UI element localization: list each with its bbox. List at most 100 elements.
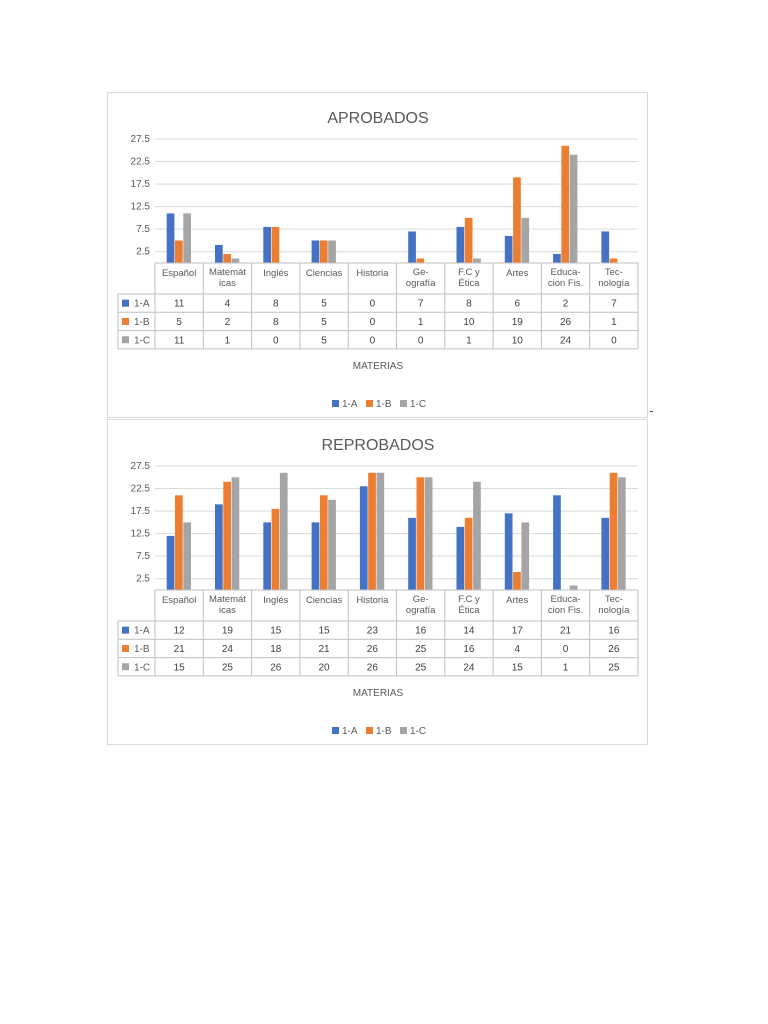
data-table-value: 15 bbox=[270, 626, 282, 637]
bar bbox=[504, 235, 513, 263]
data-table-value: 8 bbox=[273, 317, 279, 328]
data-table-value: 25 bbox=[415, 662, 427, 673]
y-tick-label: 12.5 bbox=[131, 529, 151, 540]
category-label: Matemát bbox=[209, 267, 246, 278]
series-row-label: 1-A bbox=[134, 626, 150, 637]
category-label: Ética bbox=[458, 605, 480, 616]
data-table-value: 26 bbox=[367, 644, 379, 655]
bar bbox=[263, 226, 271, 263]
bar bbox=[311, 522, 320, 590]
category-label: Español bbox=[162, 268, 196, 279]
bar bbox=[553, 253, 561, 263]
data-table-value: 14 bbox=[463, 626, 475, 637]
series-row-label: 1-C bbox=[134, 335, 150, 346]
bar bbox=[223, 481, 231, 590]
data-table-value: 2 bbox=[563, 299, 569, 310]
bar bbox=[368, 472, 376, 590]
y-tick-label: 22.5 bbox=[131, 157, 151, 168]
bar bbox=[408, 231, 416, 263]
category-label: Matemát bbox=[209, 594, 246, 605]
data-table-value: 21 bbox=[174, 644, 186, 655]
bar bbox=[175, 240, 183, 263]
y-tick-label: 7.5 bbox=[136, 551, 150, 562]
data-table-value: 16 bbox=[463, 644, 475, 655]
legend-swatch-icon bbox=[332, 727, 339, 734]
bar bbox=[215, 244, 223, 263]
bar bbox=[618, 477, 626, 590]
data-table-value: 16 bbox=[415, 626, 427, 637]
category-label: Educa- bbox=[550, 594, 580, 605]
data-table-value: 0 bbox=[273, 335, 279, 346]
y-tick-label: 27.5 bbox=[131, 461, 151, 472]
bar bbox=[561, 145, 570, 263]
bar bbox=[416, 258, 425, 263]
bar bbox=[271, 508, 280, 590]
category-label: nología bbox=[598, 278, 630, 289]
data-table-value: 18 bbox=[270, 644, 282, 655]
legend-key-icon bbox=[122, 663, 129, 671]
bar bbox=[473, 481, 481, 590]
data-table-value: 21 bbox=[318, 644, 330, 655]
bar bbox=[504, 513, 513, 590]
data-table-value: 23 bbox=[367, 626, 379, 637]
bar bbox=[609, 472, 618, 590]
data-table-value: 0 bbox=[563, 644, 569, 655]
bar bbox=[609, 258, 618, 263]
legend-key-icon bbox=[122, 626, 129, 634]
data-table-value: 15 bbox=[174, 662, 186, 673]
data-table-value: 0 bbox=[418, 335, 424, 346]
category-label: Historia bbox=[356, 268, 389, 279]
category-label: F.C y bbox=[458, 267, 480, 278]
data-table-value: 0 bbox=[370, 335, 376, 346]
data-table-value: 2 bbox=[225, 317, 231, 328]
bar bbox=[521, 522, 530, 590]
legend-label: 1-A bbox=[342, 399, 358, 410]
bar bbox=[601, 231, 610, 263]
x-axis-title: MATERIAS bbox=[353, 688, 404, 699]
data-table-value: 1 bbox=[418, 317, 424, 328]
category-label: Español bbox=[162, 595, 196, 606]
category-label: icas bbox=[219, 278, 236, 289]
bar bbox=[513, 571, 521, 590]
category-label: Ge- bbox=[413, 267, 429, 278]
data-table-value: 25 bbox=[608, 662, 620, 673]
category-label: nología bbox=[598, 605, 630, 616]
legend-swatch-icon bbox=[366, 400, 373, 407]
data-table-value: 5 bbox=[321, 317, 327, 328]
series-row-label: 1-B bbox=[134, 644, 150, 655]
data-table-value: 1 bbox=[225, 335, 231, 346]
bar bbox=[319, 240, 328, 263]
bar bbox=[231, 258, 240, 263]
category-label: cion Fis. bbox=[548, 605, 583, 616]
data-table-value: 8 bbox=[273, 299, 279, 310]
bar bbox=[328, 240, 336, 263]
bar bbox=[279, 472, 288, 590]
data-table-value: 17 bbox=[512, 626, 524, 637]
data-table-value: 19 bbox=[222, 626, 234, 637]
chart-reprobados-svg: REPROBADOS 2.5 7.5 12.5 17.5 22.5 27.5 Español M… bbox=[117, 437, 639, 737]
legend-label: 1-B bbox=[376, 726, 392, 737]
bar bbox=[569, 154, 578, 263]
data-table-value: 0 bbox=[370, 299, 376, 310]
bar bbox=[464, 517, 473, 590]
data-table-value: 5 bbox=[176, 317, 182, 328]
y-tick-label: 17.5 bbox=[131, 506, 151, 517]
bar bbox=[166, 213, 175, 263]
x-axis-title: MATERIAS bbox=[353, 361, 404, 372]
data-table-value: 7 bbox=[418, 299, 424, 310]
legend-key-icon bbox=[122, 299, 129, 307]
legend-label: 1-B bbox=[376, 399, 392, 410]
bar bbox=[601, 517, 610, 590]
bar bbox=[175, 495, 183, 590]
bar bbox=[359, 486, 368, 590]
category-label: cion Fis. bbox=[548, 278, 583, 289]
bar bbox=[473, 258, 481, 263]
data-table-value: 19 bbox=[512, 317, 524, 328]
chart-aprobados-svg: APROBADOS 2.5 7.5 12.5 17.5 22.5 27.5 Español Ma… bbox=[117, 110, 639, 410]
bar bbox=[464, 217, 473, 263]
bar bbox=[521, 217, 530, 263]
bar bbox=[166, 535, 175, 590]
legend-swatch-icon bbox=[400, 400, 407, 407]
data-table-value: 24 bbox=[463, 662, 475, 673]
data-table-value: 15 bbox=[318, 626, 330, 637]
